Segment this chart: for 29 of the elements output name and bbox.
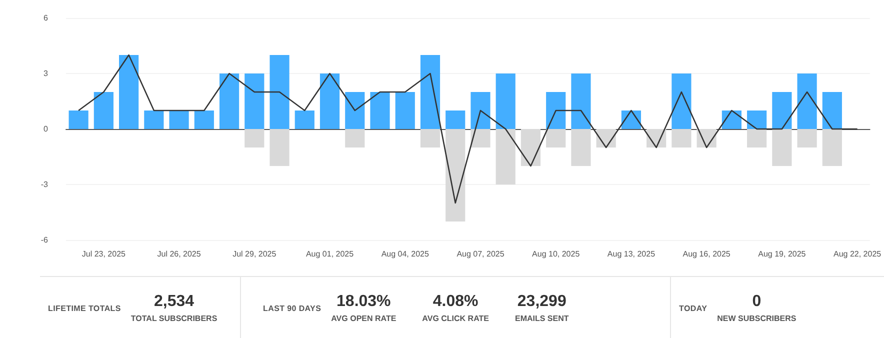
x-tick-label: Aug 16, 2025 (682, 250, 731, 258)
text: NEW SUBSCRIBERS (717, 314, 796, 323)
y-tick-label: -6 (40, 236, 49, 244)
y-tick-label: -3 (40, 180, 49, 189)
x-tick-label: Aug 10, 2025 (532, 250, 580, 258)
x-tick-label: Aug 01, 2025 (306, 250, 354, 258)
text: 0 (752, 293, 762, 311)
x-tick-label: Aug 13, 2025 (607, 250, 656, 258)
x-tick-label: Jul 23, 2025 (82, 250, 126, 258)
text: TOTAL SUBSCRIBERS (130, 314, 218, 323)
x-tick-label: Aug 04, 2025 (381, 250, 430, 258)
y-tick-label: 0 (44, 124, 49, 134)
x-tick-label: Jul 29, 2025 (232, 250, 277, 258)
text: TODAY (679, 304, 708, 312)
x-tick-label: Aug 22, 2025 (833, 250, 882, 258)
text: 2,534 (154, 293, 194, 311)
x-tick-label: Jul 26, 2025 (157, 250, 202, 258)
text: 4.08% (432, 293, 478, 311)
y-tick-label: 3 (44, 69, 49, 78)
text: LAST 90 DAYS (263, 304, 322, 312)
text: EMAILS SENT (514, 314, 569, 323)
text: AVG OPEN RATE (331, 314, 396, 323)
text: 18.03% (336, 293, 391, 311)
text: AVG CLICK RATE (422, 314, 489, 323)
y-tick-label: 6 (44, 14, 49, 22)
x-tick-label: Aug 07, 2025 (456, 250, 505, 258)
x-tick-label: Aug 19, 2025 (758, 250, 806, 258)
text: LIFETIME TOTALS (48, 304, 121, 312)
text: 23,299 (517, 293, 566, 311)
